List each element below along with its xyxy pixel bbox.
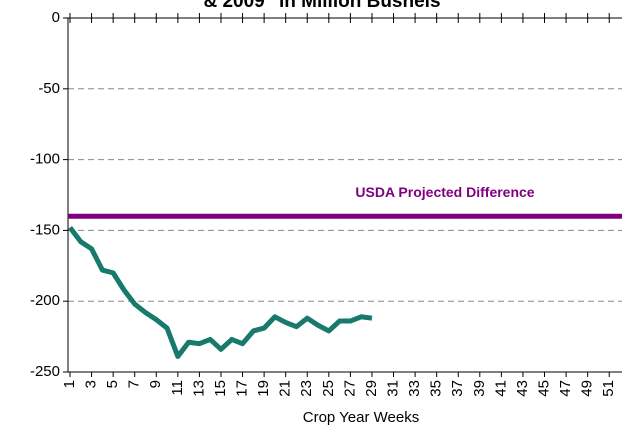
- x-tick-label: 13: [190, 380, 207, 397]
- x-tick-label: 17: [234, 380, 251, 397]
- x-tick-label: 27: [341, 380, 358, 397]
- x-tick-label: 51: [600, 380, 617, 397]
- x-tick-label: 11: [169, 380, 186, 396]
- data-line: [68, 226, 373, 359]
- x-tick-label: 3: [83, 380, 100, 388]
- x-tick-label: 21: [277, 380, 294, 397]
- x-tick-label: 33: [406, 380, 423, 397]
- y-tick-label: 0: [52, 9, 60, 26]
- x-tick-label: 31: [384, 380, 401, 397]
- x-tick-label: 5: [104, 380, 121, 388]
- x-tick-label: 9: [147, 380, 164, 388]
- x-tick-label: 39: [471, 380, 488, 397]
- x-tick-label: 47: [557, 380, 574, 397]
- x-tick-label: 29: [363, 380, 380, 397]
- x-tick-label: 41: [492, 380, 509, 397]
- x-axis-label: Crop Year Weeks: [303, 409, 419, 426]
- y-tick-label: -200: [30, 292, 60, 309]
- reference-label: USDA Projected Difference: [355, 184, 534, 200]
- x-tick-label: 1: [61, 380, 78, 388]
- y-tick-label: -150: [30, 221, 60, 238]
- y-tick-label: -100: [30, 151, 60, 168]
- y-tick-label: -50: [38, 80, 60, 97]
- chart-title: & 2009" in Million Bushels: [203, 0, 440, 12]
- x-tick-label: 25: [320, 380, 337, 397]
- x-tick-label: 35: [428, 380, 445, 397]
- y-tick-label: -250: [30, 363, 60, 380]
- x-tick-label: 45: [535, 380, 552, 397]
- x-tick-label: 19: [255, 380, 272, 397]
- x-tick-label: 7: [126, 380, 143, 388]
- x-tick-label: 23: [298, 380, 315, 397]
- x-tick-label: 15: [212, 380, 229, 397]
- x-tick-label: 49: [579, 380, 596, 397]
- x-tick-label: 43: [514, 380, 531, 397]
- x-tick-label: 37: [449, 380, 466, 397]
